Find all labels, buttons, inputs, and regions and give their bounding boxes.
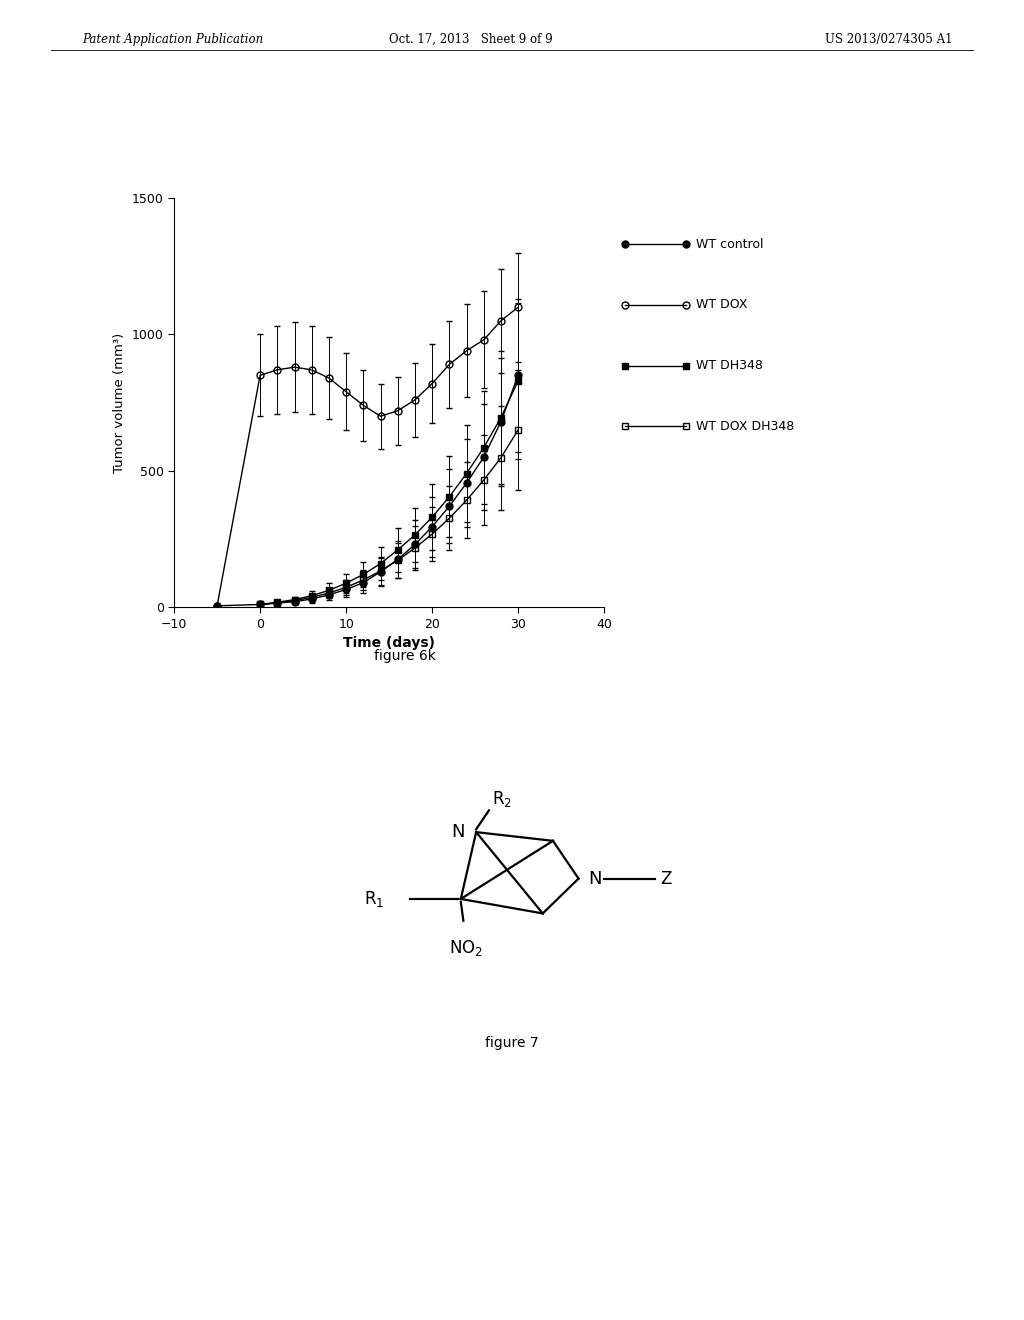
Y-axis label: Tumor volume (mm³): Tumor volume (mm³) [114, 333, 126, 473]
Text: R$_1$: R$_1$ [364, 888, 384, 909]
Text: US 2013/0274305 A1: US 2013/0274305 A1 [824, 33, 952, 46]
Text: Oct. 17, 2013   Sheet 9 of 9: Oct. 17, 2013 Sheet 9 of 9 [389, 33, 553, 46]
Text: WT control: WT control [696, 238, 764, 251]
Text: Patent Application Publication: Patent Application Publication [82, 33, 263, 46]
X-axis label: Time (days): Time (days) [343, 636, 435, 651]
Text: N: N [452, 824, 465, 841]
Text: N: N [588, 870, 601, 887]
Text: R$_2$: R$_2$ [492, 789, 512, 809]
Text: figure 6k: figure 6k [374, 649, 435, 664]
Text: WT DOX DH348: WT DOX DH348 [696, 420, 795, 433]
Text: figure 7: figure 7 [485, 1036, 539, 1051]
Text: WT DH348: WT DH348 [696, 359, 763, 372]
Text: Z: Z [660, 870, 672, 887]
Text: NO$_2$: NO$_2$ [449, 939, 483, 958]
Text: WT DOX: WT DOX [696, 298, 748, 312]
